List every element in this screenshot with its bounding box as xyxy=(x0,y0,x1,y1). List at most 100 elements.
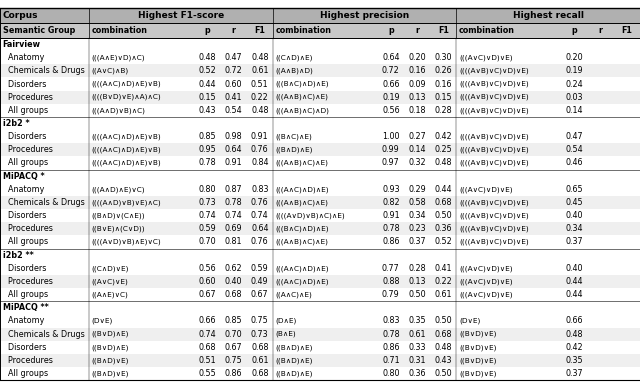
Text: 0.80: 0.80 xyxy=(382,369,399,378)
Text: 0.77: 0.77 xyxy=(382,264,400,273)
Text: (((A∨C)∨D)∨E): (((A∨C)∨D)∨E) xyxy=(459,265,513,271)
Bar xyxy=(0,314,640,328)
Text: Anatomy: Anatomy xyxy=(3,185,44,194)
Text: 0.85: 0.85 xyxy=(225,316,243,325)
Text: ((B∧D)∧E): ((B∧D)∧E) xyxy=(275,370,313,377)
Text: F1: F1 xyxy=(438,26,449,35)
Text: All groups: All groups xyxy=(3,369,48,378)
Text: MiPACQ **: MiPACQ ** xyxy=(3,303,48,312)
Text: 0.69: 0.69 xyxy=(225,224,243,233)
Text: 0.68: 0.68 xyxy=(251,369,269,378)
Text: 0.26: 0.26 xyxy=(435,66,452,75)
Text: 0.80: 0.80 xyxy=(198,185,216,194)
Text: ((B∨D)∨E): ((B∨D)∨E) xyxy=(459,344,497,351)
Text: 0.52: 0.52 xyxy=(198,66,216,75)
Text: (((A∨C)∨D)∨E): (((A∨C)∨D)∨E) xyxy=(459,291,513,298)
Text: (((A∧C)∧D)∧E): (((A∧C)∧D)∧E) xyxy=(275,265,329,271)
Text: 0.70: 0.70 xyxy=(198,237,216,247)
Text: 0.40: 0.40 xyxy=(566,264,583,273)
Text: ((B∨D)∧E): ((B∨D)∧E) xyxy=(92,344,129,351)
Text: 0.56: 0.56 xyxy=(382,106,400,115)
Text: All groups: All groups xyxy=(3,159,48,167)
Text: 0.13: 0.13 xyxy=(408,277,426,286)
Text: 0.48: 0.48 xyxy=(198,53,216,62)
Text: 1.00: 1.00 xyxy=(382,132,399,141)
Text: 0.88: 0.88 xyxy=(382,277,399,286)
Text: 0.48: 0.48 xyxy=(566,329,583,339)
Text: 0.20: 0.20 xyxy=(566,53,583,62)
Text: Semantic Group: Semantic Group xyxy=(3,26,75,35)
Text: 0.59: 0.59 xyxy=(198,224,216,233)
Text: combination: combination xyxy=(275,26,332,35)
Bar xyxy=(0,328,640,341)
Text: ((B∨D)∨E): ((B∨D)∨E) xyxy=(459,370,497,377)
Text: F1: F1 xyxy=(254,26,265,35)
Text: 0.25: 0.25 xyxy=(435,145,452,154)
Text: ((((A∨B)∨C)∨D)∨E): ((((A∨B)∨C)∨D)∨E) xyxy=(459,239,529,245)
Text: 0.61: 0.61 xyxy=(251,356,269,365)
Text: Procedures: Procedures xyxy=(3,224,52,233)
Text: ((C∧D)∨E): ((C∧D)∨E) xyxy=(92,265,129,271)
Text: 0.68: 0.68 xyxy=(251,343,269,352)
Text: 0.19: 0.19 xyxy=(566,66,583,75)
Text: 0.35: 0.35 xyxy=(408,316,426,325)
Text: ((A∧C)∧E): ((A∧C)∧E) xyxy=(275,291,312,298)
Text: 0.95: 0.95 xyxy=(198,145,216,154)
Text: (((A∧B)∧C)∧E): (((A∧B)∧C)∧E) xyxy=(275,239,328,245)
Text: 0.67: 0.67 xyxy=(251,290,269,299)
Text: Highest F1-score: Highest F1-score xyxy=(138,11,224,20)
Text: (((A∧B)∧C)∧D): (((A∧B)∧C)∧D) xyxy=(275,107,330,114)
Text: ((B∧D)∧E): ((B∧D)∧E) xyxy=(275,357,313,364)
Text: 0.73: 0.73 xyxy=(251,329,269,339)
Text: 0.44: 0.44 xyxy=(566,277,583,286)
Text: 0.58: 0.58 xyxy=(408,198,426,207)
Text: 0.48: 0.48 xyxy=(251,53,269,62)
Text: Procedures: Procedures xyxy=(3,93,52,102)
Text: Corpus: Corpus xyxy=(3,11,38,20)
Text: 0.74: 0.74 xyxy=(251,211,269,220)
Text: 0.30: 0.30 xyxy=(435,53,452,62)
Text: ((((A∨B)∨C)∨D)∨E): ((((A∨B)∨C)∨D)∨E) xyxy=(459,107,529,114)
Text: 0.19: 0.19 xyxy=(382,93,400,102)
Text: 0.15: 0.15 xyxy=(435,93,452,102)
Text: 0.86: 0.86 xyxy=(382,343,399,352)
Text: 0.78: 0.78 xyxy=(382,329,400,339)
Text: ((B∨D)∨E): ((B∨D)∨E) xyxy=(459,357,497,364)
Text: 0.85: 0.85 xyxy=(198,132,216,141)
Text: 0.86: 0.86 xyxy=(382,237,399,247)
Text: 0.62: 0.62 xyxy=(225,264,243,273)
Text: 0.16: 0.16 xyxy=(435,79,452,89)
Text: (((A∧B)∧C)∧E): (((A∧B)∧C)∧E) xyxy=(275,160,328,166)
Text: 0.27: 0.27 xyxy=(408,132,426,141)
Text: (((B∧C)∧D)∧E): (((B∧C)∧D)∧E) xyxy=(275,81,329,87)
Bar xyxy=(0,8,640,23)
Text: 0.49: 0.49 xyxy=(251,277,269,286)
Text: Chemicals & Drugs: Chemicals & Drugs xyxy=(3,198,84,207)
Text: 0.45: 0.45 xyxy=(566,198,583,207)
Text: 0.91: 0.91 xyxy=(225,159,243,167)
Bar xyxy=(0,78,640,91)
Text: 0.71: 0.71 xyxy=(382,356,400,365)
Text: 0.03: 0.03 xyxy=(566,93,583,102)
Text: 0.44: 0.44 xyxy=(435,185,452,194)
Text: (((A∧C)∧D)∧E): (((A∧C)∧D)∧E) xyxy=(275,186,329,192)
Text: 0.64: 0.64 xyxy=(225,145,243,154)
Text: 0.68: 0.68 xyxy=(198,343,216,352)
Bar xyxy=(0,222,640,235)
Bar xyxy=(0,183,640,196)
Bar xyxy=(0,262,640,275)
Text: i2b2 **: i2b2 ** xyxy=(3,251,33,260)
Text: 0.35: 0.35 xyxy=(566,356,583,365)
Text: 0.42: 0.42 xyxy=(435,132,452,141)
Text: 0.87: 0.87 xyxy=(225,185,243,194)
Text: 0.22: 0.22 xyxy=(435,277,452,286)
Text: 0.68: 0.68 xyxy=(225,290,243,299)
Text: 0.61: 0.61 xyxy=(251,66,269,75)
Text: ((((A∨D)∨B)∧C)∧E): ((((A∨D)∨B)∧C)∧E) xyxy=(275,212,345,219)
Text: ((B∨E)∧(C∨D)): ((B∨E)∧(C∨D)) xyxy=(92,225,145,232)
Text: F1: F1 xyxy=(621,26,632,35)
Bar xyxy=(0,156,640,170)
Text: 0.59: 0.59 xyxy=(251,264,269,273)
Text: 0.68: 0.68 xyxy=(435,329,452,339)
Text: 0.61: 0.61 xyxy=(435,290,452,299)
